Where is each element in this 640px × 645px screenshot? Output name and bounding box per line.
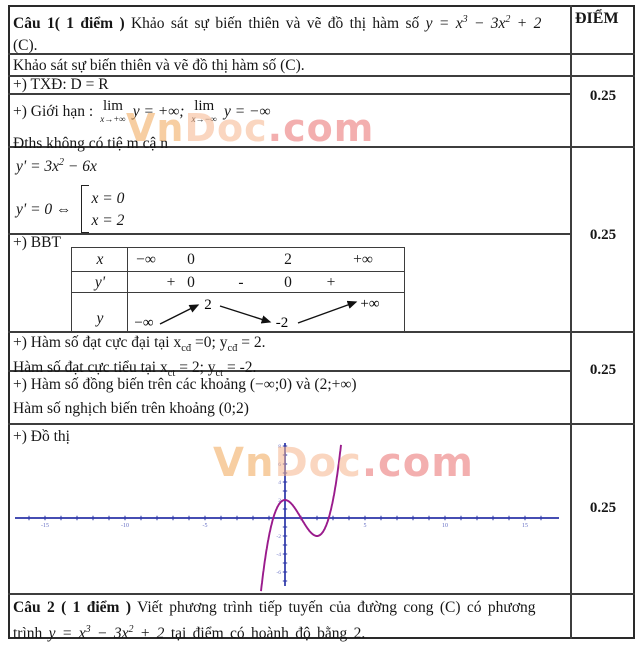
bbt-y-start: −∞ [134, 315, 153, 331]
cau2-line1: Câu 2 ( 1 điểm ) Viết phương trình tiếp … [13, 599, 536, 616]
graph-label: +) Đồ thị [13, 428, 70, 445]
derivative-formula: y' = 3x2 − 6x [16, 157, 97, 176]
graph-tick: -4 [276, 552, 281, 558]
derivative-system: y' = 0 ⇔ x = 0 x = 2 [16, 185, 568, 234]
extrema-line1: +) Hàm số đạt cực đại tại xcđ =0; ycđ = … [13, 334, 266, 355]
bbt-y-min: -2 [276, 315, 289, 331]
row-border [8, 75, 635, 77]
graph-tick: 5 [364, 523, 367, 529]
row-border [8, 53, 635, 55]
row-border [8, 593, 635, 595]
bbt-x-value: +∞ [353, 251, 373, 268]
graph-tick: -10 [121, 523, 129, 529]
bbt-header-yprime: y' [94, 274, 106, 291]
bbt-yprime-sign: + [166, 274, 176, 291]
lim2-value: y = −∞ [223, 102, 271, 120]
extrema-line2: Hàm số đạt cực tiểu tại xct = 2; yct = -… [13, 358, 257, 379]
bbt-x-value: −∞ [136, 251, 156, 268]
monotonic-line1: +) Hàm số đồng biến trên các khoảng (−∞;… [13, 376, 357, 393]
bbt-header-column [72, 248, 128, 331]
table-outer-border [8, 5, 635, 639]
score-value: 0.25 [589, 500, 617, 516]
row-border-left-only [8, 370, 570, 372]
system-roots: x = 0 x = 2 [91, 189, 125, 229]
row-border [8, 423, 635, 425]
bbt-yprime-sign: 0 [187, 274, 195, 291]
bbt-yprime-sign: - [238, 274, 244, 291]
lim-minus-infinity: lim x→−∞ [191, 97, 217, 124]
graph-tick: -6 [276, 570, 281, 576]
graph-tick: 10 [442, 523, 448, 529]
row-border [8, 146, 635, 148]
bbt-row-border [72, 271, 404, 273]
monotonic-row: +) Hàm số đồng biến trên các khoảng (−∞;… [13, 373, 565, 421]
limits-line: +) Giới hạn : lim x→+∞ y = +∞; lim x→−∞ y … [13, 95, 565, 127]
score-value: 0.25 [589, 227, 617, 243]
limits-label: +) Giới hạn : [13, 102, 94, 120]
graph-tick: -2 [276, 534, 281, 540]
row-border-left-only [8, 233, 570, 235]
function-graph: -15 -10 -5 5 10 15 8 6 4 2 -2 -4 -6 [15, 443, 559, 592]
system-lhs: y' = 0 ⇔ [16, 200, 72, 218]
cau2-formula: y = x3 − 3x2 + 2 [48, 624, 165, 643]
bbt-label: +) BBT [13, 234, 61, 251]
score-value: 0.25 [589, 362, 617, 378]
bbt-row-border [72, 292, 404, 294]
cau1-label: Câu 1( 1 điểm ) [13, 15, 125, 33]
system-bracket-icon [80, 185, 89, 234]
bbt-y-end: +∞ [360, 296, 379, 312]
graph-tick: -5 [203, 523, 208, 529]
graph-tick: 15 [522, 523, 528, 529]
cau1-line2: (C). [13, 37, 38, 55]
bbt-x-value: 2 [284, 251, 292, 268]
bbt-header-y: y [96, 310, 104, 327]
graph-tick: 2 [278, 498, 281, 504]
cau2-label: Câu 2 ( 1 điểm ) [13, 599, 131, 616]
score-column-divider [570, 5, 572, 639]
variation-table: x y' y −∞ 0 2 +∞ + 0 - 0 + −∞ 2 -2 +∞ [71, 247, 405, 332]
lim-plus-infinity: lim x→+∞ [100, 97, 126, 124]
asymptote-note: Đths không có tiệ m cậ n [13, 135, 168, 152]
row-border-left-only [8, 93, 570, 95]
cau1-formula: y = x3 − 3x2 + 2 [425, 14, 542, 33]
score-value: 0.25 [589, 88, 617, 104]
score-column-header: ĐIỂM [575, 10, 619, 27]
limits-row: +) Giới hạn : lim x→+∞ y = +∞; lim x→−∞ y … [13, 95, 565, 154]
txd-row: +) TXĐ: D = R [13, 76, 109, 93]
graph-tick: -15 [41, 523, 49, 529]
cubic-curve [260, 444, 342, 592]
cau2-statement: Câu 2 ( 1 điểm ) Viết phương trình tiếp … [13, 597, 565, 645]
bbt-yprime-sign: 0 [284, 274, 292, 291]
graph-tick: 4 [278, 480, 281, 486]
graph-tick: 8 [278, 444, 281, 450]
bbt-yprime-sign: + [326, 274, 336, 291]
bbt-x-value: 0 [187, 251, 195, 268]
lim1-value: y = +∞; [132, 102, 185, 120]
restate-row: Khảo sát sự biến thiên và vẽ đồ thị hàm … [13, 57, 305, 74]
cau1-statement: Câu 1( 1 điểm ) Khảo sát sự biến thiên v… [13, 9, 565, 57]
bbt-y-row-arrows: −∞ 2 -2 +∞ [134, 296, 379, 331]
derivative-row: y' = 3x2 − 6x y' = 0 ⇔ x = 0 x = 2 [16, 152, 568, 234]
monotonic-line2: Hàm số nghịch biến trên khoảng (0;2) [13, 400, 249, 417]
bbt-header-x: x [96, 251, 104, 268]
extrema-row: +) Hàm số đạt cực đại tại xcđ =0; ycđ = … [13, 334, 565, 383]
cau2-line2: trình y = x3 − 3x2 + 2 tại điểm có hoành… [13, 624, 366, 643]
graph-tick: 6 [278, 462, 281, 468]
cau1-line1: Câu 1( 1 điểm ) Khảo sát sự biến thiên v… [13, 14, 542, 33]
bbt-y-max: 2 [204, 297, 212, 313]
